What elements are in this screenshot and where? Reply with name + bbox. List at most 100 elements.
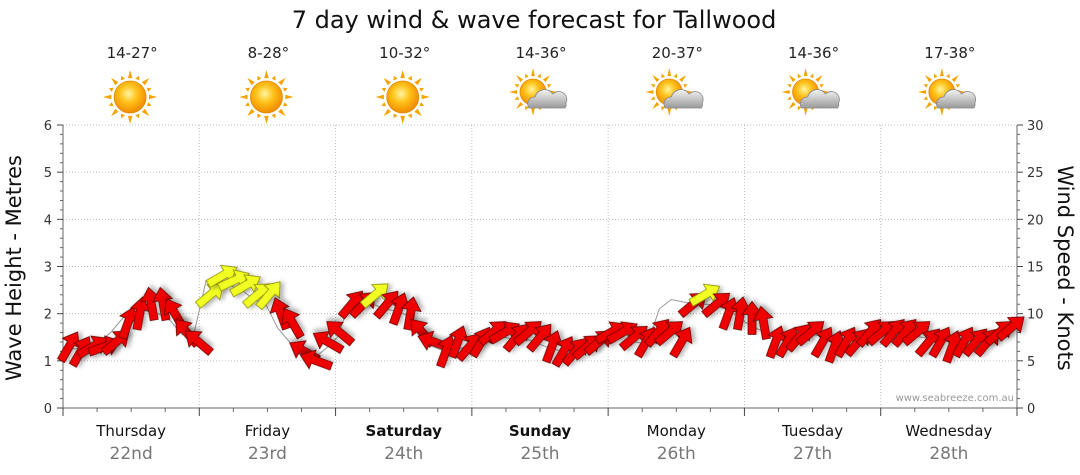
temperature-range: 17-38°	[924, 44, 975, 62]
wind-arrow	[542, 330, 564, 364]
left-tick-label: 0	[44, 402, 52, 417]
wind-arrow-strong	[255, 281, 281, 311]
sun-ray	[652, 101, 660, 109]
sun-ray	[797, 105, 802, 111]
date-label: 23rd	[248, 444, 287, 464]
chart-title: 7 day wind & wave forecast for Tallwood	[292, 6, 777, 34]
sun-ray	[271, 75, 276, 81]
wind-arrow	[741, 300, 763, 335]
date-label: 25th	[520, 444, 559, 464]
sunny-icon	[375, 70, 430, 124]
sun-ray	[917, 90, 926, 94]
sun-ray	[278, 77, 286, 86]
sun-ray	[146, 87, 152, 92]
wind-arrow	[326, 321, 356, 347]
sun-ray	[525, 105, 529, 111]
sun-ray	[400, 115, 405, 124]
right-tick-label: 0	[1027, 402, 1035, 417]
sun-rays	[103, 70, 158, 124]
wind-arrow	[56, 331, 81, 364]
sun-ray	[537, 73, 541, 79]
sun-ray	[924, 75, 932, 83]
sun-ray	[111, 108, 119, 117]
sun-ray	[283, 87, 288, 92]
day-label: Wednesday	[905, 422, 992, 440]
cloud-shape	[936, 89, 977, 109]
sun-ray	[375, 94, 384, 100]
temperature-range: 10-32°	[379, 44, 430, 62]
sun-ray	[393, 113, 398, 119]
wind-arrow	[388, 292, 411, 326]
wind-arrow	[312, 330, 345, 355]
sun-disc	[386, 80, 420, 114]
sun-ray	[516, 101, 524, 109]
sun-ray	[531, 107, 535, 116]
sun-rays	[375, 70, 430, 124]
sun-ray	[819, 84, 824, 88]
day-label: Friday	[245, 422, 291, 440]
wind-arrows	[56, 264, 1025, 371]
sun-ray	[939, 68, 944, 77]
sun-ray	[683, 84, 688, 88]
wind-arrow	[891, 318, 917, 348]
left-tick-label: 3	[44, 261, 52, 276]
sun-ray	[955, 84, 961, 88]
temperature-range: 14-36°	[788, 44, 839, 62]
sun-ray	[383, 77, 391, 86]
left-tick-label: 1	[44, 355, 52, 370]
sun-ray	[679, 75, 687, 83]
left-axis: 0 1 2 3 4 5 6	[44, 119, 63, 417]
partly-cloudy-icon	[917, 68, 977, 116]
sun-disc	[113, 80, 147, 114]
sun-ray	[271, 113, 276, 119]
cloud-shape	[799, 89, 840, 109]
left-tick-label: 5	[44, 166, 52, 181]
sun-ray	[264, 70, 269, 79]
sun-ray	[803, 68, 808, 77]
temperature-range: 14-36°	[515, 44, 566, 62]
sun-ray	[149, 94, 158, 100]
sun-ray	[283, 102, 288, 107]
wind-arrow-strong	[194, 283, 224, 309]
watermark: www.seabreeze.com.au	[896, 393, 1014, 404]
sun-ray	[787, 96, 792, 100]
sun-ray	[951, 75, 959, 83]
right-tick-label: 25	[1027, 166, 1044, 181]
sun-ray	[278, 108, 286, 117]
sun-ray	[531, 68, 535, 77]
sun-ray	[135, 75, 140, 81]
sun-ray	[103, 94, 112, 100]
sun-ray	[923, 96, 928, 100]
date-label: 24th	[384, 444, 423, 464]
sun-ray	[934, 73, 938, 79]
sun-ray	[120, 113, 125, 119]
sun-ray	[245, 102, 250, 107]
sun-ray	[120, 75, 125, 81]
sun-ray	[650, 96, 656, 100]
temperature-range: 8-28°	[248, 44, 290, 62]
sun-ray	[108, 87, 114, 92]
sun-ray	[135, 113, 140, 119]
sun-ray	[809, 73, 814, 79]
sun-ray	[127, 115, 133, 124]
sun-ray	[381, 102, 387, 107]
sun-ray	[525, 73, 529, 79]
sun-ray	[924, 101, 932, 109]
sun-ray	[141, 77, 150, 86]
sun-ray	[939, 107, 944, 116]
sun-ray	[421, 94, 430, 100]
sun-ray	[815, 75, 823, 83]
sun-ray	[934, 105, 938, 111]
sun-ray	[419, 87, 424, 92]
sun-ray	[673, 73, 678, 79]
partly-cloudy-icon	[645, 68, 704, 116]
sun-rays	[239, 70, 294, 124]
left-tick-label: 6	[44, 119, 52, 134]
sun-ray	[652, 75, 660, 83]
sun-disc	[250, 80, 283, 114]
sun-ray	[516, 75, 524, 83]
sun-ray	[514, 96, 520, 100]
sun-ray	[546, 84, 552, 88]
wind-arrow	[643, 318, 670, 348]
